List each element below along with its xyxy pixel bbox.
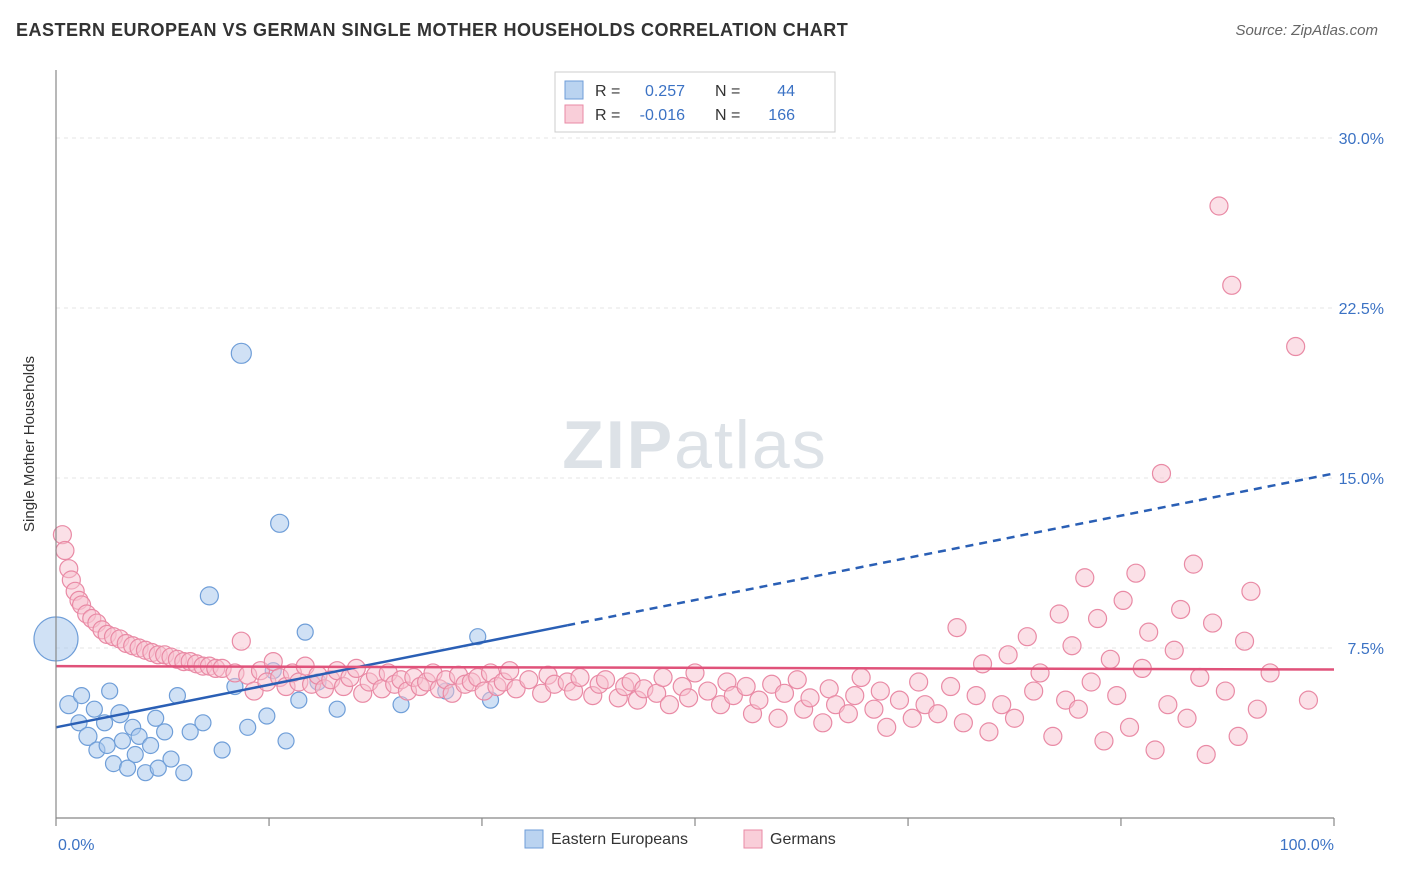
bottom-label-eastern_europeans: Eastern Europeans: [551, 831, 688, 848]
y-grid-label: 15.0%: [1339, 471, 1384, 488]
bottom-swatch-germans: [744, 830, 762, 848]
scatter-chart: 7.5% 15.0% 22.5% 30.0% ZIPatlas 0.0% 100.0% Sin…: [16, 58, 1388, 858]
y-axis-title: Single Mother Households: [21, 356, 38, 532]
stat-N-germans: 166: [768, 107, 795, 124]
x-max-label: 100.0%: [1280, 837, 1334, 854]
svg-text:N =: N =: [715, 83, 740, 100]
svg-text:R =: R =: [595, 107, 620, 124]
watermark: ZIPatlas: [562, 407, 827, 483]
chart-frame: EASTERN EUROPEAN VS GERMAN SINGLE MOTHER…: [0, 0, 1406, 892]
x-min-label: 0.0%: [58, 837, 94, 854]
y-grid-label: 30.0%: [1339, 131, 1384, 148]
legend-swatch-germans: [565, 105, 583, 123]
stat-R-germans: -0.016: [640, 107, 685, 124]
chart-title: EASTERN EUROPEAN VS GERMAN SINGLE MOTHER…: [16, 20, 848, 41]
y-grid-label: 22.5%: [1339, 301, 1384, 318]
chart-container: 7.5% 15.0% 22.5% 30.0% ZIPatlas 0.0% 100.0% Sin…: [16, 58, 1388, 858]
source-label: Source: ZipAtlas.com: [1235, 22, 1378, 39]
y-grid-label: 7.5%: [1348, 641, 1384, 658]
stat-N-eastern_europeans: 44: [777, 83, 795, 100]
svg-text:R =: R =: [595, 83, 620, 100]
legend-swatch-eastern_europeans: [565, 81, 583, 99]
bottom-swatch-eastern_europeans: [525, 830, 543, 848]
bottom-label-germans: Germans: [770, 831, 836, 848]
svg-text:N =: N =: [715, 107, 740, 124]
stat-R-eastern_europeans: 0.257: [645, 83, 685, 100]
